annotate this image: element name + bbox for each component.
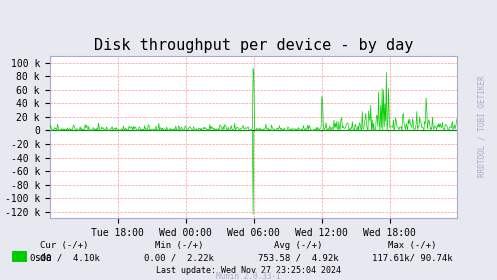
Text: Avg (-/+): Avg (-/+) (274, 241, 323, 250)
Title: Disk throughput per device - by day: Disk throughput per device - by day (94, 38, 413, 53)
Text: Min (-/+): Min (-/+) (155, 241, 203, 250)
Text: sda: sda (34, 253, 51, 263)
Text: 753.58 /  4.92k: 753.58 / 4.92k (258, 253, 338, 262)
Text: RRDTOOL / TOBI OETIKER: RRDTOOL / TOBI OETIKER (478, 75, 487, 177)
Text: 117.61k/ 90.74k: 117.61k/ 90.74k (372, 253, 453, 262)
Bar (12, 251, 27, 262)
Text: Max (-/+): Max (-/+) (388, 241, 437, 250)
Text: Munin 2.0.33-1: Munin 2.0.33-1 (216, 272, 281, 280)
Text: Cur (-/+): Cur (-/+) (40, 241, 89, 250)
Text: Last update: Wed Nov 27 23:25:04 2024: Last update: Wed Nov 27 23:25:04 2024 (156, 266, 341, 275)
Text: 0.00 /  2.22k: 0.00 / 2.22k (144, 253, 214, 262)
Text: 0.00 /  4.10k: 0.00 / 4.10k (30, 253, 99, 262)
